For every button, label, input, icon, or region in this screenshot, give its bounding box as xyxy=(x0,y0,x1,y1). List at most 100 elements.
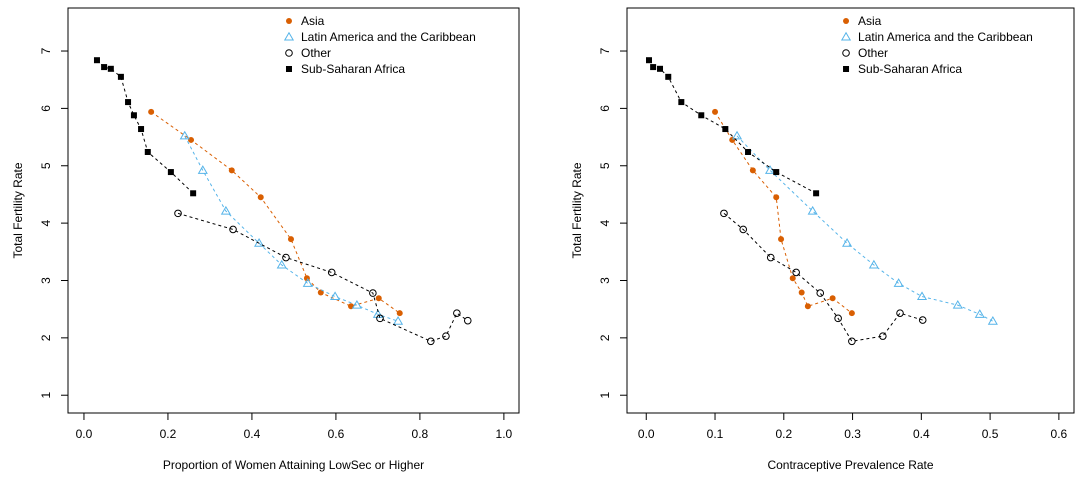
series-line xyxy=(714,111,853,314)
point xyxy=(228,167,235,174)
y-tick-label: 5 xyxy=(598,162,612,169)
point xyxy=(840,31,852,41)
point xyxy=(285,49,293,57)
legend-entry: Other xyxy=(285,46,331,60)
point xyxy=(868,259,879,269)
legend-entry: Sub-Saharan Africa xyxy=(285,62,405,76)
point xyxy=(282,253,290,262)
legend-label: Other xyxy=(858,46,888,60)
x-tick-label: 0.3 xyxy=(844,427,861,441)
point xyxy=(843,66,850,72)
legend-label: Asia xyxy=(301,14,325,28)
point xyxy=(148,108,155,115)
x-tick-label: 0.0 xyxy=(638,427,655,441)
point xyxy=(848,337,856,346)
point xyxy=(220,205,231,215)
legend-entry: Asia xyxy=(285,14,325,28)
point xyxy=(848,310,855,317)
y-tick-label: 2 xyxy=(598,334,612,341)
point xyxy=(138,126,145,133)
point xyxy=(843,18,850,24)
x-axis-label: Proportion of Women Attaining LowSec or … xyxy=(163,458,424,472)
point xyxy=(174,209,182,218)
point xyxy=(188,136,195,143)
x-tick-label: 0.1 xyxy=(707,427,724,441)
legend-entry: Sub-Saharan Africa xyxy=(843,62,962,76)
point xyxy=(816,289,825,297)
legend-label: Asia xyxy=(858,14,882,28)
point xyxy=(392,316,404,325)
point xyxy=(987,316,998,325)
legend-label: Sub-Saharan Africa xyxy=(858,62,962,76)
point xyxy=(807,205,818,215)
y-tick-label: 1 xyxy=(39,392,53,399)
plot-frame xyxy=(626,7,1075,414)
legend-label: Latin America and the Caribbean xyxy=(301,30,476,44)
point xyxy=(739,225,748,234)
point xyxy=(712,108,719,115)
point xyxy=(276,259,287,269)
point xyxy=(773,194,780,201)
point xyxy=(396,310,403,317)
x-tick-label: 0.4 xyxy=(913,427,930,441)
point xyxy=(93,57,100,64)
point xyxy=(804,303,811,310)
x-tick-label: 0.2 xyxy=(160,427,177,441)
series-line xyxy=(736,135,994,322)
point xyxy=(646,57,653,64)
y-tick-label: 4 xyxy=(598,219,612,226)
point xyxy=(879,332,887,340)
series-line xyxy=(184,135,399,322)
y-tick-label: 5 xyxy=(39,162,53,169)
legend-label: Latin America and the Caribbean xyxy=(858,30,1033,44)
point xyxy=(720,209,728,218)
point xyxy=(369,289,377,297)
y-tick-label: 7 xyxy=(39,47,53,54)
point xyxy=(179,130,190,140)
x-tick-label: 0.2 xyxy=(775,427,792,441)
point xyxy=(442,332,450,340)
point xyxy=(427,337,435,346)
point xyxy=(698,112,705,119)
point xyxy=(745,148,752,155)
point xyxy=(842,49,850,57)
y-tick-label: 6 xyxy=(39,105,53,112)
legend-label: Other xyxy=(301,46,331,60)
y-tick-label: 6 xyxy=(598,105,612,112)
x-tick-label: 0.8 xyxy=(412,427,429,441)
x-tick-label: 0.6 xyxy=(328,427,345,441)
point xyxy=(197,165,208,174)
legend-label: Sub-Saharan Africa xyxy=(301,62,405,76)
point xyxy=(330,291,341,301)
x-tick-label: 0.4 xyxy=(244,427,261,441)
legend-entry: Latin America and the Caribbean xyxy=(283,30,476,44)
point xyxy=(766,253,775,262)
point xyxy=(351,299,362,309)
point xyxy=(453,309,461,317)
x-tick-label: 1.0 xyxy=(496,427,513,441)
point xyxy=(916,291,928,301)
point xyxy=(283,31,295,41)
point xyxy=(749,167,756,174)
point xyxy=(789,275,796,282)
point xyxy=(678,99,685,106)
y-tick-label: 2 xyxy=(39,334,53,341)
point xyxy=(798,289,805,296)
y-tick-label: 4 xyxy=(39,219,53,226)
panel: 0.0 0.1 0.2 0.3 0.4 0.5 0.6 1 2 3 4 5 6 7 Contraceptiv… xyxy=(570,7,1075,472)
point xyxy=(167,169,174,176)
legend-entry: Other xyxy=(842,46,888,60)
point xyxy=(974,309,985,318)
series-line xyxy=(648,59,817,194)
x-tick-label: 0.5 xyxy=(982,427,999,441)
y-axis-label: Total Fertility Rate xyxy=(570,162,584,258)
point xyxy=(841,238,853,247)
legend-entry: Asia xyxy=(843,14,882,28)
point xyxy=(918,316,927,324)
plot-frame xyxy=(67,7,520,414)
point xyxy=(813,190,820,197)
point xyxy=(327,268,336,277)
panel: 0.0 0.2 0.4 0.6 0.8 1.0 1 2 3 4 5 6 7 Proportion of W… xyxy=(11,7,520,472)
point xyxy=(722,126,729,133)
